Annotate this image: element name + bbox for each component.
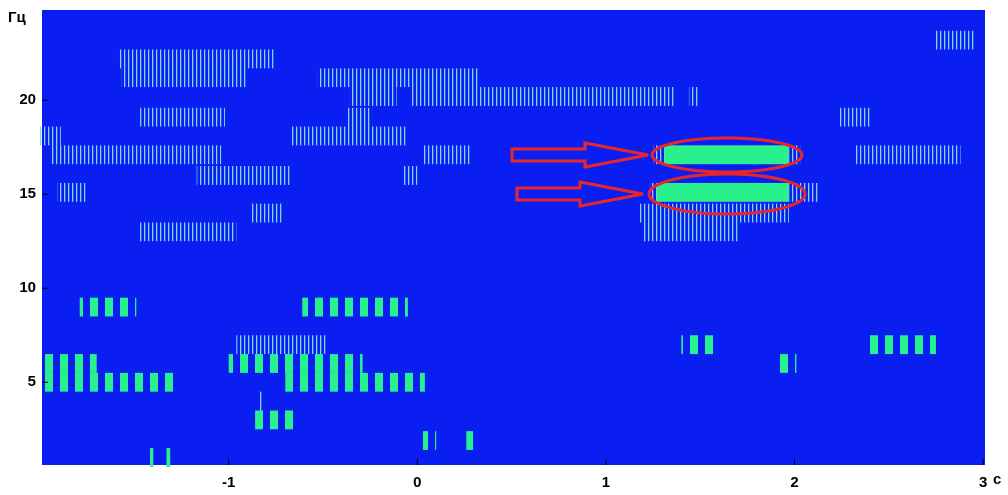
stripe-span	[349, 87, 397, 106]
stripe-span	[290, 126, 408, 146]
bar-span	[228, 354, 363, 373]
bar-span	[302, 297, 408, 317]
stripe-span	[688, 87, 699, 106]
stripe-span	[935, 30, 976, 50]
bar-span	[79, 297, 137, 317]
bar-span	[681, 335, 720, 355]
highlight-ellipse	[650, 136, 804, 174]
x-unit: с	[993, 471, 1001, 488]
stripe-span	[121, 68, 246, 88]
stripe-span	[258, 391, 263, 411]
x-tick-label: -1	[222, 474, 235, 491]
bar-span	[777, 354, 797, 373]
stripe-span	[140, 107, 225, 127]
stripe-span	[409, 87, 674, 106]
stripe-span	[138, 222, 237, 242]
x-tick-label: 0	[413, 474, 421, 491]
y-unit: Гц	[8, 9, 27, 26]
solid-span	[664, 145, 789, 165]
arrow	[515, 180, 644, 208]
stripe-span	[38, 126, 61, 146]
y-tick-label: 20	[19, 91, 36, 108]
stripe-span	[402, 166, 418, 185]
bar-span	[38, 372, 175, 392]
bar-span	[466, 431, 474, 450]
x-tick-label: 2	[790, 474, 798, 491]
stripe-span	[643, 222, 740, 242]
stripe-span	[251, 203, 282, 223]
stripe-span	[422, 145, 473, 165]
stripe-span	[49, 145, 222, 165]
annotations	[510, 136, 807, 216]
bar-span	[869, 335, 936, 355]
bar-span	[166, 448, 171, 467]
stripe-span	[196, 166, 291, 185]
y-tick-label: 15	[19, 185, 36, 202]
x-tick-label: 1	[602, 474, 610, 491]
bar-span	[422, 431, 437, 450]
highlight-ellipse	[647, 172, 807, 216]
bar-span	[147, 448, 154, 467]
arrow	[510, 141, 649, 169]
stripe-span	[117, 49, 274, 69]
bar-span	[285, 372, 425, 392]
y-tick-label: 5	[28, 373, 36, 390]
bar-span	[255, 410, 297, 430]
bar-span	[38, 354, 97, 373]
stripe-span	[236, 335, 327, 355]
stripe-span	[854, 145, 961, 165]
solid-span	[656, 182, 789, 202]
y-tick-label: 10	[19, 279, 36, 296]
stripe-span	[57, 182, 86, 202]
stripe-span	[839, 107, 870, 127]
x-tick-label: 3	[979, 474, 987, 491]
stripe-span	[317, 68, 478, 88]
stripe-span	[347, 107, 373, 127]
